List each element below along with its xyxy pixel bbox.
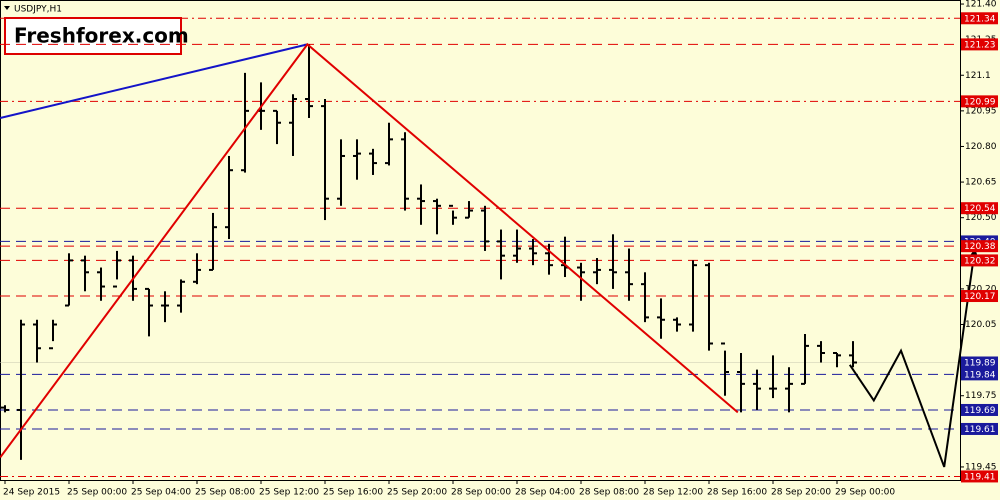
x-tick-label: 25 Sep 20:00 (387, 488, 447, 498)
x-tick-label: 28 Sep 04:00 (515, 488, 575, 498)
x-tick-label: 25 Sep 00:00 (67, 488, 127, 498)
y-tick-label: 120.05 (965, 320, 997, 330)
level-box (961, 422, 998, 435)
y-tick-label: 120.80 (965, 142, 997, 152)
y-tick-label: 120.20 (965, 284, 997, 294)
trend-line (0, 43, 308, 119)
level-box (961, 254, 998, 267)
x-tick-label: 24 Sep 2015 (3, 488, 60, 498)
y-tick-label: 119.75 (965, 391, 997, 401)
level-box (961, 12, 998, 25)
x-tick-label: 25 Sep 12:00 (259, 488, 319, 498)
trend-line (0, 42, 739, 459)
level-label: 120.32 (964, 256, 996, 266)
x-tick-label: 28 Sep 20:00 (771, 488, 831, 498)
y-tick-label: 121.40 (965, 0, 997, 10)
level-label: 119.61 (964, 425, 996, 435)
symbol-label: USDJPY,H1 (14, 5, 62, 15)
level-box (961, 202, 998, 215)
level-box (961, 403, 998, 416)
level-label: 119.89 (964, 358, 996, 368)
x-tick-label: 25 Sep 08:00 (195, 488, 255, 498)
x-tick-label: 28 Sep 12:00 (643, 488, 703, 498)
menu-icon (4, 6, 10, 10)
trend-line (848, 250, 976, 468)
logo: Freshforex.com (14, 24, 189, 48)
x-tick-label: 28 Sep 08:00 (579, 488, 639, 498)
x-tick-label: 29 Sep 00:00 (835, 488, 895, 498)
level-label: 120.54 (964, 204, 996, 214)
level-box (961, 356, 998, 369)
x-tick-label: 28 Sep 00:00 (451, 488, 511, 498)
x-tick-label: 25 Sep 16:00 (323, 488, 383, 498)
y-tick-label: 119.45 (965, 462, 997, 472)
level-box (961, 368, 998, 381)
logo-box (4, 17, 182, 55)
y-tick-label: 120.95 (965, 106, 997, 116)
level-label: 119.41 (964, 472, 996, 482)
x-tick-label: 25 Sep 04:00 (131, 488, 191, 498)
level-label: 120.38 (964, 242, 996, 252)
level-box (961, 38, 998, 51)
level-label: 119.69 (964, 406, 996, 416)
y-tick-label: 120.50 (965, 213, 997, 223)
level-label: 121.34 (964, 14, 996, 24)
level-box (961, 95, 998, 108)
y-tick-label: 121.1 (965, 71, 991, 81)
level-label: 120.99 (964, 97, 996, 107)
level-box (961, 290, 998, 303)
level-box (961, 470, 998, 483)
x-tick-label: 28 Sep 16:00 (707, 488, 767, 498)
level-label: 121.23 (964, 40, 996, 50)
y-tick-label: 120.65 (965, 178, 997, 188)
level-label: 119.84 (964, 370, 996, 380)
level-label: 120.17 (964, 292, 996, 302)
level-box (961, 240, 998, 253)
plot-frame (0, 0, 961, 481)
